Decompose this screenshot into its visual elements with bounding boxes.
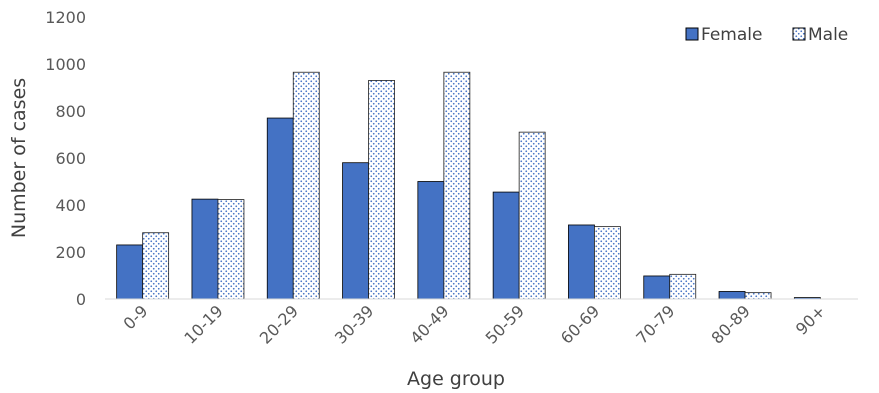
y-tick-label: 1200 [45,8,86,27]
legend-swatch-male [792,27,806,41]
y-tick-label: 600 [55,149,86,168]
y-tick-label: 400 [55,196,86,215]
x-tick-label: 40-49 [406,301,452,347]
legend-label-male: Male [808,25,848,45]
y-tick-label: 1000 [45,55,86,74]
x-tick-label: 20-29 [256,301,302,347]
legend-label-female: Female [701,25,762,45]
bar-female-70-79 [643,275,671,300]
y-tick-labels: 0 200 400 600 800 1000 1200 [45,8,86,309]
bar-male-50-59 [518,131,546,300]
bar-female-50-59 [492,191,520,300]
y-axis-title: Number of cases [8,78,30,238]
bar-male-70-79 [669,273,697,300]
x-tick-label: 70-79 [632,301,678,347]
bar-female-80-89 [718,291,746,300]
x-tick-label: 30-39 [331,301,377,347]
bar-female-20-29 [266,117,294,300]
bar-male-10-19 [217,199,245,300]
bar-female-40-49 [417,181,445,300]
bar-male-0-9 [142,232,170,300]
bar-male-40-49 [443,71,471,300]
bar-male-30-39 [368,80,395,300]
x-tick-label: 60-69 [557,301,603,347]
bar-female-60-69 [568,224,595,300]
x-tick-label: 10-19 [180,301,226,347]
y-tick-label: 0 [76,290,86,309]
bars [116,71,821,300]
x-tick-label: 0-9 [120,301,152,333]
bar-female-0-9 [116,244,144,300]
x-tick-label: 50-59 [482,301,528,347]
x-tick-label: 80-89 [708,301,754,347]
bar-male-60-69 [594,226,621,300]
x-tick-labels: 0-9 10-19 20-29 30-39 40-49 50-59 60-69 70-79 80… [120,301,830,347]
x-axis-title: Age group [407,368,505,390]
y-tick-label: 800 [55,102,86,121]
x-tick-label: 90+ [792,301,829,338]
y-tick-label: 200 [55,243,86,262]
bar-female-10-19 [191,198,219,300]
legend: Female Male [685,25,848,45]
bar-male-20-29 [292,71,320,300]
bar-male-80-89 [744,292,772,300]
bar-female-30-39 [342,162,369,300]
legend-swatch-female [685,27,699,41]
